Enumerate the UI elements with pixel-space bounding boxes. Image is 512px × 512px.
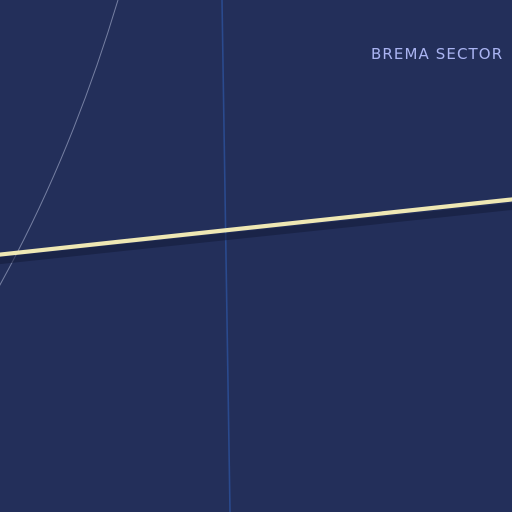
highway-shadow <box>0 202 512 265</box>
meridian-line <box>221 0 231 512</box>
highway-road[interactable] <box>0 197 512 257</box>
